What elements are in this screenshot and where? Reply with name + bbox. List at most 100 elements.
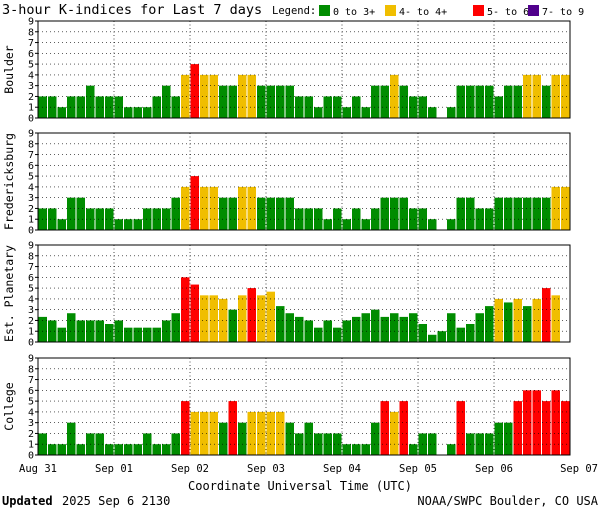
kindex-bar bbox=[95, 433, 104, 455]
y-tick-label: 4 bbox=[28, 182, 34, 193]
kindex-bar bbox=[304, 208, 313, 230]
kindex-bar bbox=[513, 401, 522, 455]
kindex-bar bbox=[485, 306, 494, 342]
kindex-bar bbox=[466, 324, 475, 342]
kindex-bar bbox=[190, 176, 199, 230]
kindex-bar bbox=[228, 401, 237, 455]
kindex-bar bbox=[276, 85, 285, 118]
kindex-bar bbox=[542, 401, 551, 455]
kindex-bar bbox=[57, 327, 66, 342]
kindex-bar bbox=[523, 390, 532, 455]
kindex-bar bbox=[76, 96, 85, 118]
kindex-bar bbox=[171, 197, 180, 230]
kindex-bar bbox=[57, 444, 66, 455]
kindex-bar bbox=[238, 295, 247, 342]
kindex-bar bbox=[314, 107, 323, 118]
panel-y-label: Est. Planetary bbox=[2, 245, 16, 342]
x-tick-label: Sep 03 bbox=[247, 463, 285, 475]
kindex-bar bbox=[456, 85, 465, 118]
kindex-bar bbox=[114, 219, 123, 230]
y-tick-label: 9 bbox=[28, 241, 34, 252]
panels: 0123456789Boulder0123456789Fredericksbur… bbox=[2, 17, 571, 462]
kindex-bar bbox=[209, 74, 218, 118]
kindex-bar bbox=[276, 197, 285, 230]
kindex-bar bbox=[162, 85, 171, 118]
kindex-bar bbox=[323, 219, 332, 230]
kindex-bar bbox=[257, 295, 266, 342]
y-tick-label: 4 bbox=[28, 294, 34, 305]
kindex-bar bbox=[95, 208, 104, 230]
kindex-bar bbox=[532, 74, 541, 118]
kindex-bar bbox=[276, 306, 285, 342]
kindex-bar bbox=[532, 390, 541, 455]
y-tick-label: 7 bbox=[28, 38, 34, 49]
kindex-bar bbox=[475, 85, 484, 118]
y-tick-label: 7 bbox=[28, 262, 34, 273]
kindex-bar bbox=[380, 197, 389, 230]
kindex-bar bbox=[333, 327, 342, 342]
kindex-bar bbox=[209, 411, 218, 455]
kindex-bar bbox=[247, 74, 256, 118]
kindex-bar bbox=[200, 186, 209, 230]
legend: 0 to 3+ 4- to 4+ 5- to 6+ 7- to 9 bbox=[319, 5, 584, 18]
kindex-bar bbox=[295, 316, 304, 342]
kindex-bar bbox=[247, 411, 256, 455]
kindex-bar bbox=[399, 401, 408, 455]
kindex-bar bbox=[143, 433, 152, 455]
x-tick-label: Sep 02 bbox=[171, 463, 209, 475]
kindex-bar bbox=[67, 313, 76, 342]
kindex-bar bbox=[447, 444, 456, 455]
kindex-bar bbox=[247, 186, 256, 230]
kindex-bar bbox=[551, 390, 560, 455]
kindex-bar bbox=[542, 288, 551, 342]
kindex-bar bbox=[171, 313, 180, 342]
kindex-bar bbox=[190, 64, 199, 118]
kindex-bar bbox=[209, 186, 218, 230]
kindex-bar bbox=[333, 208, 342, 230]
panel-y-label: College bbox=[2, 382, 16, 431]
kindex-bar bbox=[105, 96, 114, 118]
y-tick-label: 3 bbox=[28, 418, 34, 429]
kindex-bar bbox=[447, 313, 456, 342]
kindex-bar bbox=[162, 444, 171, 455]
kindex-bar bbox=[276, 411, 285, 455]
kindex-bar bbox=[266, 291, 275, 342]
kindex-bar bbox=[523, 74, 532, 118]
kindex-bar bbox=[371, 85, 380, 118]
kindex-bar bbox=[181, 277, 190, 342]
kindex-bar bbox=[143, 208, 152, 230]
y-tick-label: 6 bbox=[28, 49, 34, 60]
kindex-bar bbox=[48, 96, 57, 118]
kindex-bar bbox=[504, 85, 513, 118]
x-tick-label: Sep 07 bbox=[560, 463, 598, 475]
kindex-bar bbox=[190, 284, 199, 342]
kindex-bar bbox=[285, 422, 294, 455]
kindex-bar bbox=[181, 74, 190, 118]
kindex-bar bbox=[494, 422, 503, 455]
kindex-bar bbox=[485, 433, 494, 455]
kindex-bar bbox=[152, 96, 161, 118]
kindex-bar bbox=[295, 208, 304, 230]
kindex-bar bbox=[314, 327, 323, 342]
kindex-bar bbox=[380, 401, 389, 455]
kindex-bar bbox=[523, 306, 532, 342]
kindex-bar bbox=[124, 219, 133, 230]
y-tick-label: 3 bbox=[28, 305, 34, 316]
y-tick-label: 3 bbox=[28, 193, 34, 204]
y-tick-label: 6 bbox=[28, 273, 34, 284]
kindex-bar bbox=[456, 401, 465, 455]
y-tick-label: 5 bbox=[28, 172, 34, 183]
y-tick-label: 6 bbox=[28, 386, 34, 397]
kindex-bar bbox=[181, 186, 190, 230]
panel-y-label: Fredericksburg bbox=[2, 133, 16, 230]
kindex-bar bbox=[361, 107, 370, 118]
y-tick-label: 2 bbox=[28, 316, 34, 327]
legend-label: Legend: bbox=[272, 5, 316, 17]
kindex-bar bbox=[266, 85, 275, 118]
kindex-bar bbox=[48, 208, 57, 230]
kindex-bar bbox=[76, 197, 85, 230]
kindex-bar bbox=[542, 197, 551, 230]
kindex-bar bbox=[152, 327, 161, 342]
